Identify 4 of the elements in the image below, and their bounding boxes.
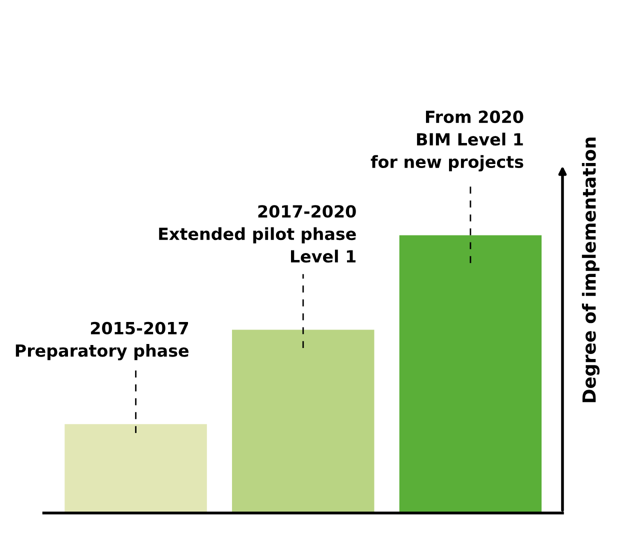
annotation: 2015-2017 Preparatory phase	[16, 322, 189, 360]
y-axis-title: Degree of implementation	[582, 138, 600, 402]
annotation: 2017-2020 Extended pilot phase Level 1	[159, 205, 356, 263]
text: From 2020 BIM Level 1 for new projects	[370, 110, 524, 172]
